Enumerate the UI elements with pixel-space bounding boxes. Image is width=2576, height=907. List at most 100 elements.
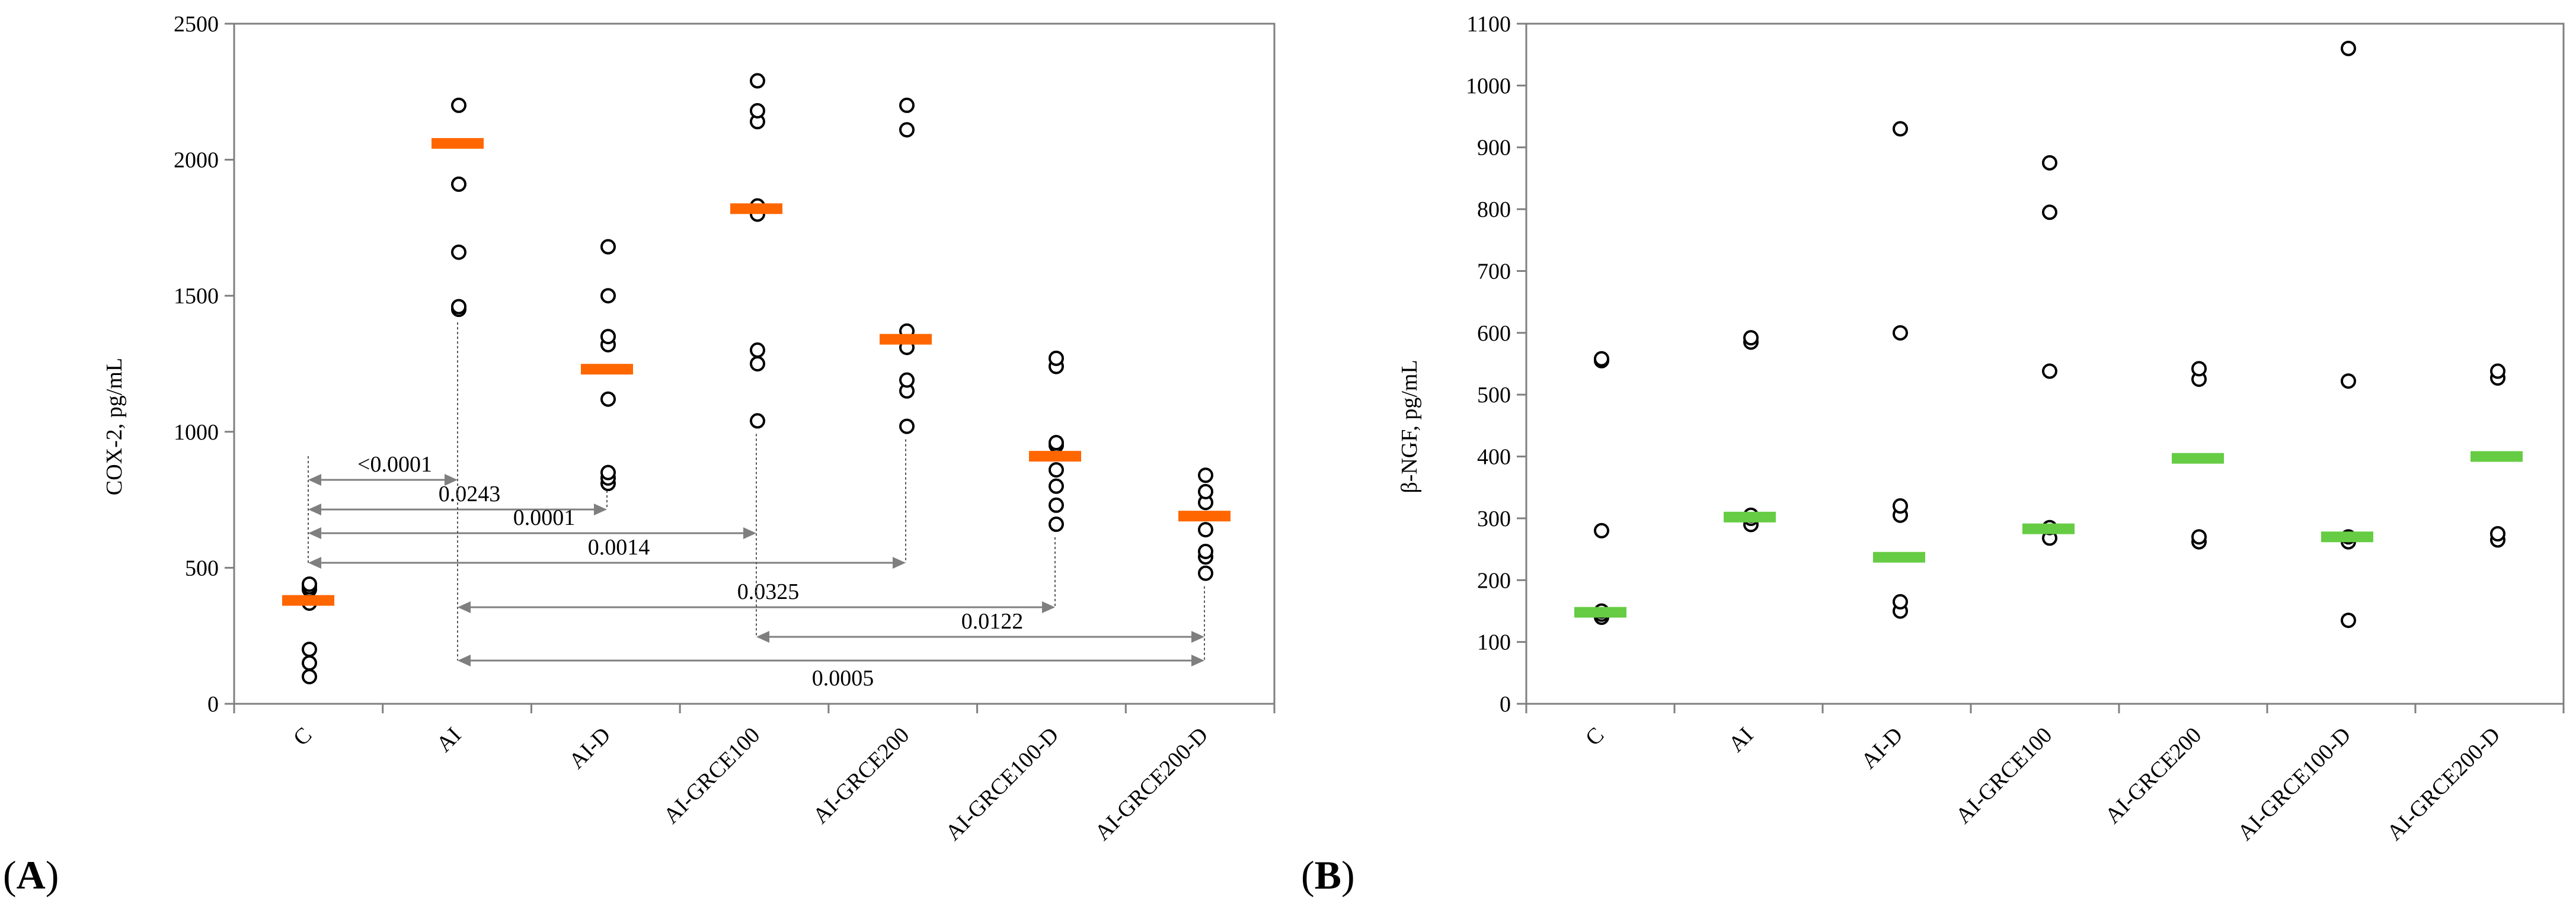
data-point	[750, 356, 765, 371]
data-point	[2042, 363, 2057, 379]
panel-a-chart: COX-2, pg/mL (A) 0 500 1000 1500 2000 2500 C AI…	[3, 12, 1276, 898]
mean-bar	[730, 203, 782, 214]
y-tick-label: 2000	[174, 148, 219, 173]
data-point	[1049, 516, 1064, 532]
y-tick-label: 500	[1477, 383, 1511, 408]
p-value-label: 0.0243	[439, 482, 501, 507]
y-tick-label: 0	[1500, 692, 1511, 717]
comparison-arrowhead	[308, 474, 321, 486]
comparison-arrowhead	[445, 474, 458, 486]
comparison-arrowhead	[458, 655, 471, 666]
p-value-label: 0.0001	[513, 505, 576, 530]
p-value-label: 0.0122	[961, 609, 1024, 634]
panel-b-label: (B)	[1301, 852, 1355, 898]
y-tick-label: 100	[1477, 630, 1511, 655]
x-category-label: AI-GRCE200-D	[1090, 723, 1213, 845]
comparison-arrowhead	[308, 557, 321, 569]
mean-bar	[1178, 511, 1231, 522]
comparison-arrowhead	[743, 527, 756, 539]
data-point	[1893, 498, 1908, 514]
data-point	[1198, 543, 1213, 559]
data-point	[600, 288, 616, 304]
x-category-label: AI-GRCE200	[808, 723, 914, 829]
data-point	[600, 329, 616, 345]
mean-bar	[432, 138, 484, 149]
data-point	[1198, 483, 1213, 499]
x-category-label: C	[289, 723, 317, 751]
data-point	[451, 97, 466, 113]
comparison-arrowhead	[893, 557, 906, 569]
data-point	[1049, 478, 1064, 494]
comparison-arrowhead	[1191, 631, 1204, 643]
data-point	[1594, 523, 1609, 539]
mean-bar	[581, 364, 633, 375]
data-point	[600, 391, 616, 407]
data-point	[2490, 526, 2505, 541]
x-category-label: AI-GRCE100-D	[2233, 723, 2356, 845]
data-point	[1198, 467, 1213, 483]
data-point	[1198, 522, 1213, 538]
y-tick-label: 0	[207, 692, 219, 717]
data-point	[750, 413, 765, 429]
mean-bar	[880, 334, 932, 345]
x-category-label: AI	[1724, 723, 1758, 757]
data-point	[2042, 204, 2057, 220]
mean-bar	[2321, 531, 2373, 543]
data-point	[1049, 497, 1064, 513]
data-point	[1049, 462, 1064, 478]
x-category-label: AI-GRCE200	[2100, 723, 2206, 829]
data-point	[1893, 325, 1908, 341]
data-point	[1893, 121, 1908, 137]
data-point	[2341, 613, 2356, 629]
mean-bar	[1574, 607, 1626, 618]
p-value-label: 0.0014	[588, 535, 650, 560]
comparison-arrowhead	[458, 601, 471, 613]
mean-bar	[2172, 453, 2224, 464]
y-tick-label: 1000	[1466, 73, 1511, 98]
data-point	[1893, 594, 1908, 610]
plot-area	[1525, 23, 2565, 705]
data-point	[899, 372, 915, 388]
data-point	[2191, 529, 2207, 545]
y-tick-label: 1000	[174, 420, 219, 445]
mean-bar	[282, 595, 334, 606]
data-point	[1049, 435, 1064, 451]
x-category-label: AI-GRCE200-D	[2382, 723, 2505, 845]
data-point	[2042, 155, 2057, 171]
data-point	[2191, 361, 2207, 377]
data-point	[1594, 351, 1609, 367]
mean-bar	[2022, 523, 2075, 534]
data-point	[899, 97, 915, 113]
comparison-arrowhead	[1191, 655, 1204, 666]
data-point	[2341, 40, 2356, 56]
data-point	[750, 102, 765, 118]
panel-b-chart: β-NGF, pg/mL (B) 0 100 200 300 400 500 600 700 8…	[1301, 12, 2565, 898]
p-value-label: <0.0001	[357, 452, 432, 477]
x-category-label: AI-GRCE100	[1951, 723, 2057, 829]
p-value-label: 0.0325	[737, 579, 800, 604]
y-tick-label: 500	[185, 556, 219, 581]
y-tick-label: 600	[1477, 321, 1511, 346]
panel-a-y-axis-label: COX-2, pg/mL	[102, 358, 127, 495]
comparison-arrowhead	[756, 631, 769, 643]
data-point	[451, 299, 466, 315]
data-point	[1198, 565, 1213, 581]
y-tick-label: 400	[1477, 445, 1511, 470]
p-value-label: 0.0005	[812, 666, 874, 691]
y-tick-label: 1500	[174, 284, 219, 309]
panel-a-label: (A)	[3, 852, 59, 898]
mean-bar	[1724, 511, 1776, 523]
y-tick-label: 300	[1477, 507, 1511, 531]
data-point	[2341, 373, 2356, 389]
y-tick-label: 900	[1477, 136, 1511, 161]
mean-bar	[2470, 451, 2523, 462]
panel-b-y-axis-label: β-NGF, pg/mL	[1397, 360, 1422, 493]
data-point	[1743, 330, 1759, 346]
y-tick-label: 200	[1477, 568, 1511, 593]
x-category-label: AI-GRCE100-D	[941, 723, 1063, 845]
x-category-label: C	[1581, 723, 1609, 751]
x-category-label: AI	[432, 723, 466, 757]
comparison-arrowhead	[308, 527, 321, 539]
x-category-label: AI-D	[564, 723, 615, 774]
data-point	[302, 655, 317, 671]
